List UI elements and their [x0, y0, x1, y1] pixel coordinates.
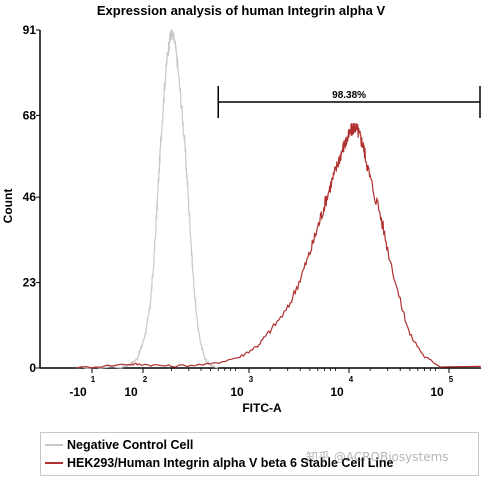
y-axis-label: Count	[1, 189, 15, 224]
x-axis-label: FITC-A	[242, 401, 282, 415]
x-tick-exponent: 4	[349, 375, 354, 384]
plot-area: 0 23 46 68 91 -10 1 10 2 10 3 10 4 10 5 98.38%	[23, 23, 481, 399]
x-tick-exponent: 3	[249, 375, 254, 384]
legend: Negative Control Cell HEK293/Human Integ…	[40, 432, 479, 476]
series-line-1	[76, 123, 481, 369]
x-tick-base: -10	[69, 385, 87, 399]
x-tick-base: 10	[124, 385, 138, 399]
legend-swatch	[45, 462, 63, 464]
y-tick-label: 68	[23, 108, 37, 122]
x-tick-base: 10	[230, 385, 244, 399]
series-line-0	[76, 29, 219, 369]
legend-label: HEK293/Human Integrin alpha V beta 6 Sta…	[67, 456, 394, 470]
y-tick-label: 23	[23, 276, 37, 290]
legend-label: Negative Control Cell	[67, 438, 194, 452]
x-tick-exponent: 2	[143, 375, 148, 384]
x-tick-exponent: 1	[91, 375, 96, 384]
histogram-chart: Expression analysis of human Integrin al…	[1, 3, 481, 415]
y-tick-label: 91	[23, 23, 37, 37]
gate-label: 98.38%	[332, 90, 366, 101]
y-tick-label: 0	[29, 361, 36, 375]
y-tick-label: 46	[23, 190, 37, 204]
watermark: 知乎 @ACROBiosystems	[306, 450, 449, 464]
x-tick-base: 10	[430, 385, 444, 399]
legend-item-stable-cell-line: HEK293/Human Integrin alpha V beta 6 Sta…	[45, 454, 478, 472]
legend-item-negative-control: Negative Control Cell	[45, 436, 478, 454]
legend-swatch	[45, 444, 63, 446]
x-tick-base: 10	[330, 385, 344, 399]
x-tick-exponent: 5	[449, 375, 454, 384]
chart-title: Expression analysis of human Integrin al…	[97, 3, 386, 18]
